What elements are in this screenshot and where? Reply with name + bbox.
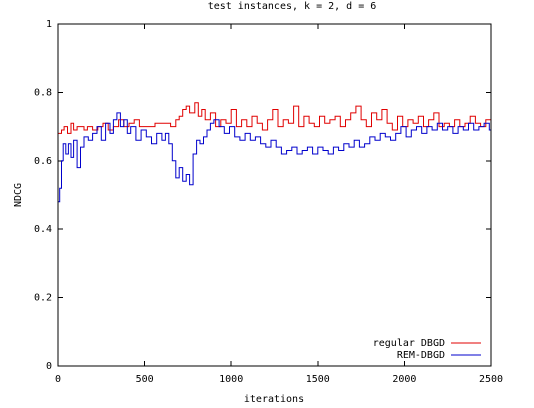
plot-frame [57,23,492,367]
x-tick-label: 1000 [219,374,243,385]
series-layer [58,102,492,203]
x-tick-label: 2000 [392,374,416,385]
y-tick-label: 0.6 [34,156,52,167]
y-axis-label: NDCG [13,183,24,207]
x-tick-label: 500 [136,374,154,385]
series-line-1 [58,112,492,203]
y-tick-label: 0.8 [34,87,52,98]
y-tick-label: 0.2 [34,293,52,304]
x-axis-label: iterations [244,394,304,405]
legend-label: regular DBGD [373,338,445,349]
x-tick-label: 0 [55,374,61,385]
y-tick-label: 0.4 [34,224,52,235]
y-tick-label: 0 [46,361,52,372]
x-tick-label: 1500 [306,374,330,385]
y-tick-label: 1 [46,19,52,30]
chart-title: test instances, k = 2, d = 6 [208,1,377,12]
x-tick-label: 2500 [479,374,503,385]
legend-label: REM-DBGD [397,350,445,361]
series-line-0 [58,102,492,134]
axis-ticks: 0 0.2 0.4 0.6 0.8 1 0 500 1000 1500 2000 2500 [34,19,503,385]
